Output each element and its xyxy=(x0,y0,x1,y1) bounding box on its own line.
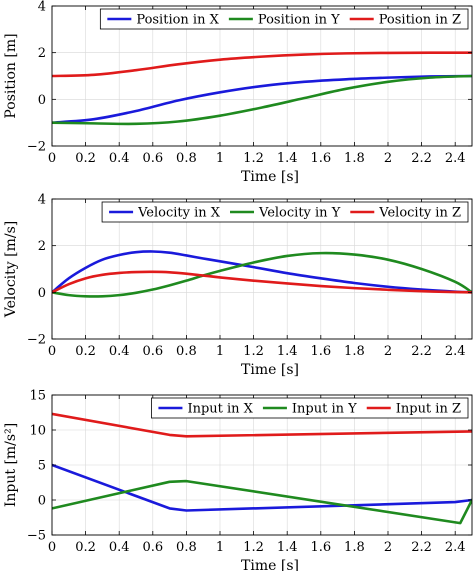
x-tick-label: 2.2 xyxy=(411,151,432,166)
series-line-3 xyxy=(52,270,472,294)
series-line-3 xyxy=(52,412,472,438)
series-line-1 xyxy=(52,463,472,512)
x-tick-label: 0.8 xyxy=(176,151,197,166)
y-tick-label: 0 xyxy=(38,494,46,509)
x-axis-label: Time [s] xyxy=(241,558,299,571)
y-axis-label: Input [m/s²] xyxy=(3,423,19,507)
legend-label: Input in Y xyxy=(292,402,357,417)
legend-box xyxy=(101,201,469,223)
x-tick-label: 1.4 xyxy=(277,540,298,555)
x-tick-label: 0.4 xyxy=(109,344,130,359)
x-tick-label: 0.2 xyxy=(75,344,96,359)
y-tick-label: 15 xyxy=(29,389,46,404)
legend: Input in X Input in Y Input in Z xyxy=(151,397,469,419)
legend-box xyxy=(151,397,469,419)
x-tick-label: 0.6 xyxy=(142,151,163,166)
legend-label: Velocity in X xyxy=(137,206,221,221)
series-line-3 xyxy=(52,51,472,78)
y-tick-label: −2 xyxy=(27,140,46,155)
legend-label: Velocity in Y xyxy=(258,206,341,221)
x-tick-label: 1 xyxy=(216,540,224,555)
x-tick-label: 1 xyxy=(216,151,224,166)
x-tick-label: 2.2 xyxy=(411,540,432,555)
plot-frame xyxy=(51,5,473,147)
legend-label: Velocity in Z xyxy=(378,206,461,221)
y-tick-label: 2 xyxy=(38,46,46,61)
x-tick-label: 1.6 xyxy=(310,540,331,555)
x-tick-label: 1.8 xyxy=(344,151,365,166)
x-tick-label: 1.8 xyxy=(344,344,365,359)
x-tick-label: 0 xyxy=(48,151,56,166)
y-tick-label: 2 xyxy=(38,239,46,254)
x-tick-label: 1 xyxy=(216,344,224,359)
x-tick-label: 0.4 xyxy=(109,151,130,166)
y-tick-label: −5 xyxy=(27,529,46,544)
y-tick-label: 10 xyxy=(29,424,46,439)
x-tick-label: 1.2 xyxy=(243,344,264,359)
legend-label: Input in Z xyxy=(396,402,461,417)
chart-panel-3: 0 0.2 0.4 0.6 0.8 1 1.2 1.4 1.6 1.8 2 2.2 2.4−505101… xyxy=(3,389,473,571)
y-tick-label: 4 xyxy=(38,193,46,208)
y-tick-label: 0 xyxy=(38,93,46,108)
x-tick-label: 0.6 xyxy=(142,344,163,359)
x-tick-label: 0.4 xyxy=(109,540,130,555)
x-tick-label: 1.2 xyxy=(243,540,264,555)
x-tick-label: 0.2 xyxy=(75,540,96,555)
x-tick-label: 1.4 xyxy=(277,151,298,166)
y-tick-label: 4 xyxy=(38,0,46,15)
chart-panel-1: 0 0.2 0.4 0.6 0.8 1 1.2 1.4 1.6 1.8 2 2.2 2.4−2024Ti… xyxy=(3,0,473,185)
y-tick-label: −2 xyxy=(27,333,46,348)
legend-label: Position in X xyxy=(136,13,219,28)
series-line-2 xyxy=(52,74,472,126)
x-axis-label: Time [s] xyxy=(241,362,299,378)
y-tick-label: 0 xyxy=(38,286,46,301)
x-tick-label: 2.4 xyxy=(445,151,466,166)
x-tick-label: 1.4 xyxy=(277,344,298,359)
plot-frame xyxy=(51,198,473,340)
legend: Velocity in X Velocity in Y Velocity in Z xyxy=(101,201,469,223)
x-tick-label: 2 xyxy=(384,344,392,359)
x-tick-label: 2.4 xyxy=(445,540,466,555)
x-tick-label: 2 xyxy=(384,540,392,555)
x-tick-label: 0.6 xyxy=(142,540,163,555)
series-line-2 xyxy=(52,479,472,525)
legend-label: Position in Y xyxy=(258,13,340,28)
x-tick-label: 2.2 xyxy=(411,344,432,359)
x-tick-label: 0 xyxy=(48,540,56,555)
chart-panel-2: 0 0.2 0.4 0.6 0.8 1 1.2 1.4 1.6 1.8 2 2.2 2.4−2024Ti… xyxy=(3,193,473,378)
y-tick-label: 5 xyxy=(38,459,46,474)
x-tick-label: 2 xyxy=(384,151,392,166)
x-tick-label: 0 xyxy=(48,344,56,359)
legend-box xyxy=(99,8,469,30)
y-axis-label: Position [m] xyxy=(3,33,19,118)
y-axis-label: Velocity [m/s] xyxy=(3,221,19,318)
series-line-1 xyxy=(52,74,472,124)
x-tick-label: 1.6 xyxy=(310,151,331,166)
series-line-1 xyxy=(52,250,472,294)
x-tick-label: 1.2 xyxy=(243,151,264,166)
x-tick-label: 0.2 xyxy=(75,151,96,166)
x-tick-label: 2.4 xyxy=(445,344,466,359)
x-tick-label: 0.8 xyxy=(176,344,197,359)
legend: Position in X Position in Y Position in Z xyxy=(99,8,469,30)
legend-label: Input in X xyxy=(187,402,253,417)
legend-label: Position in Z xyxy=(379,13,461,28)
x-tick-label: 0.8 xyxy=(176,540,197,555)
x-tick-label: 1.8 xyxy=(344,540,365,555)
x-axis-label: Time [s] xyxy=(241,169,299,185)
x-tick-label: 1.6 xyxy=(310,344,331,359)
